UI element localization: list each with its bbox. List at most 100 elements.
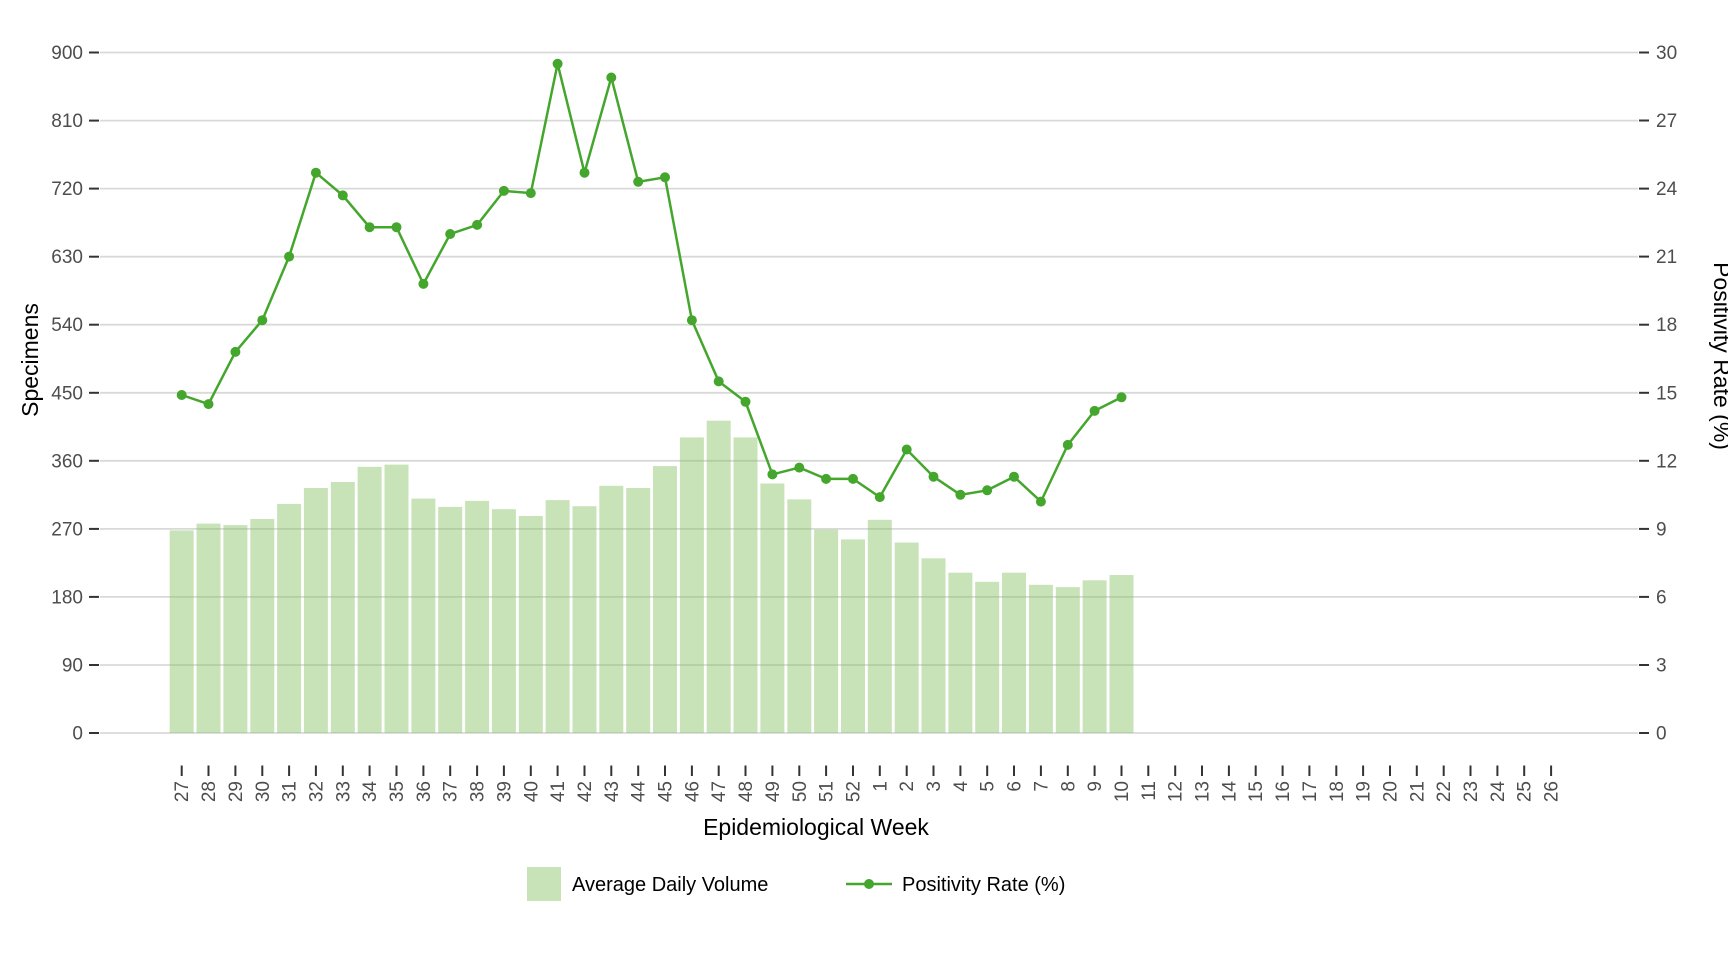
legend-label-average-daily-volume: Average Daily Volume	[572, 874, 768, 896]
y-left-tick-label: 450	[51, 383, 83, 404]
right-axis-title: Positivity Rate (%)	[1709, 262, 1728, 450]
legend-bar-swatch-icon	[527, 867, 561, 901]
x-tick-label: 36	[414, 781, 435, 802]
x-tick-label: 30	[253, 781, 274, 802]
legend: Average Daily Volume Positivity Rate (%)	[527, 867, 1065, 901]
x-tick-label: 28	[199, 781, 220, 802]
x-tick-label: 16	[1273, 781, 1294, 802]
positivity-rate-point	[686, 315, 697, 326]
x-tick-label: 11	[1139, 781, 1160, 801]
y-right-tick-label: 27	[1656, 111, 1677, 132]
bar	[626, 488, 651, 733]
positivity-rate-point	[445, 229, 456, 239]
x-tick-label: 44	[629, 781, 650, 803]
x-tick-label: 50	[790, 781, 811, 802]
x-tick-label: 37	[441, 781, 462, 802]
y-left-tick-label: 900	[51, 43, 83, 64]
axis-tick-labels-group: 27 28 29 30 31 32 33 34 35 36 37 38 39 40 41 42 43 44 45 46…	[51, 43, 1677, 802]
axis-ticks-group	[89, 51, 1649, 776]
x-tick-label: 13	[1193, 781, 1214, 802]
bar	[679, 437, 704, 733]
positivity-rate-point	[364, 222, 375, 233]
positivity-rate-point	[310, 167, 321, 178]
legend-line-dot-icon	[864, 879, 874, 889]
bar	[1109, 575, 1134, 733]
bar	[1028, 584, 1053, 733]
x-tick-label: 6	[1005, 781, 1026, 792]
x-tick-label: 18	[1327, 781, 1348, 802]
y-left-tick-label: 360	[51, 451, 83, 472]
x-axis-title: Epidemiological Week	[703, 814, 929, 840]
y-right-tick-label: 12	[1656, 451, 1677, 472]
positivity-rate-point	[1062, 439, 1073, 450]
y-right-tick-label: 15	[1656, 383, 1677, 404]
x-tick-label: 22	[1434, 781, 1455, 802]
x-tick-label: 5	[978, 781, 999, 792]
x-tick-label: 29	[226, 781, 247, 802]
bar	[357, 466, 382, 733]
x-tick-label: 42	[575, 781, 596, 802]
bar	[599, 485, 624, 733]
x-tick-label: 32	[306, 781, 327, 802]
x-tick-label: 40	[521, 781, 542, 802]
positivity-rate-point	[982, 485, 993, 496]
gridlines-group	[100, 51, 1638, 734]
x-tick-label: 9	[1085, 781, 1106, 792]
positivity-rate-point	[713, 376, 724, 387]
x-tick-label: 26	[1542, 781, 1563, 802]
bar	[894, 542, 919, 733]
x-tick-label: 17	[1300, 781, 1321, 802]
bar	[867, 519, 892, 733]
x-tick-label: 34	[360, 781, 381, 803]
bar	[572, 506, 597, 733]
bar	[250, 519, 275, 733]
positivity-rate-point	[740, 396, 751, 407]
positivity-rate-point	[203, 399, 214, 410]
x-tick-label: 12	[1166, 781, 1187, 802]
bar	[491, 509, 516, 733]
y-right-tick-label: 30	[1656, 43, 1677, 64]
positivity-rate-point	[230, 346, 241, 357]
x-tick-label: 10	[1112, 781, 1133, 802]
bar	[921, 558, 946, 733]
positivity-rate-point	[284, 251, 295, 262]
bar	[196, 523, 221, 733]
bar	[545, 500, 570, 733]
positivity-rate-point	[874, 492, 885, 503]
positivity-rate-point	[472, 219, 483, 230]
left-axis-title: Specimens	[17, 303, 43, 417]
bar	[733, 437, 758, 733]
x-tick-label: 19	[1354, 781, 1375, 802]
positivity-rate-point	[1089, 405, 1100, 416]
x-tick-label: 20	[1381, 781, 1402, 802]
x-tick-label: 23	[1461, 781, 1482, 802]
bar	[465, 500, 490, 733]
x-tick-label: 2	[897, 781, 918, 792]
x-tick-label: 35	[387, 781, 408, 802]
bar	[653, 466, 677, 733]
bar	[760, 483, 785, 733]
x-tick-label: 48	[736, 781, 757, 802]
y-right-tick-label: 9	[1656, 519, 1667, 540]
positivity-rate-point	[525, 188, 536, 199]
y-right-tick-label: 21	[1656, 247, 1677, 268]
x-tick-label: 15	[1246, 781, 1267, 802]
bar	[303, 488, 328, 733]
x-tick-label: 14	[1219, 781, 1240, 803]
bar	[277, 503, 302, 733]
bar	[330, 482, 355, 733]
bar	[518, 516, 543, 733]
x-tick-label: 4	[951, 781, 972, 792]
positivity-rate-point	[579, 167, 590, 178]
bar	[706, 420, 731, 733]
positivity-rate-point	[176, 390, 187, 400]
y-right-tick-label: 24	[1656, 179, 1678, 200]
positivity-rate-point	[552, 58, 563, 69]
positivity-rate-point	[257, 315, 268, 326]
y-left-tick-label: 810	[51, 111, 83, 132]
y-left-tick-label: 0	[72, 724, 83, 745]
x-tick-label: 51	[817, 781, 838, 802]
bar	[411, 498, 436, 733]
